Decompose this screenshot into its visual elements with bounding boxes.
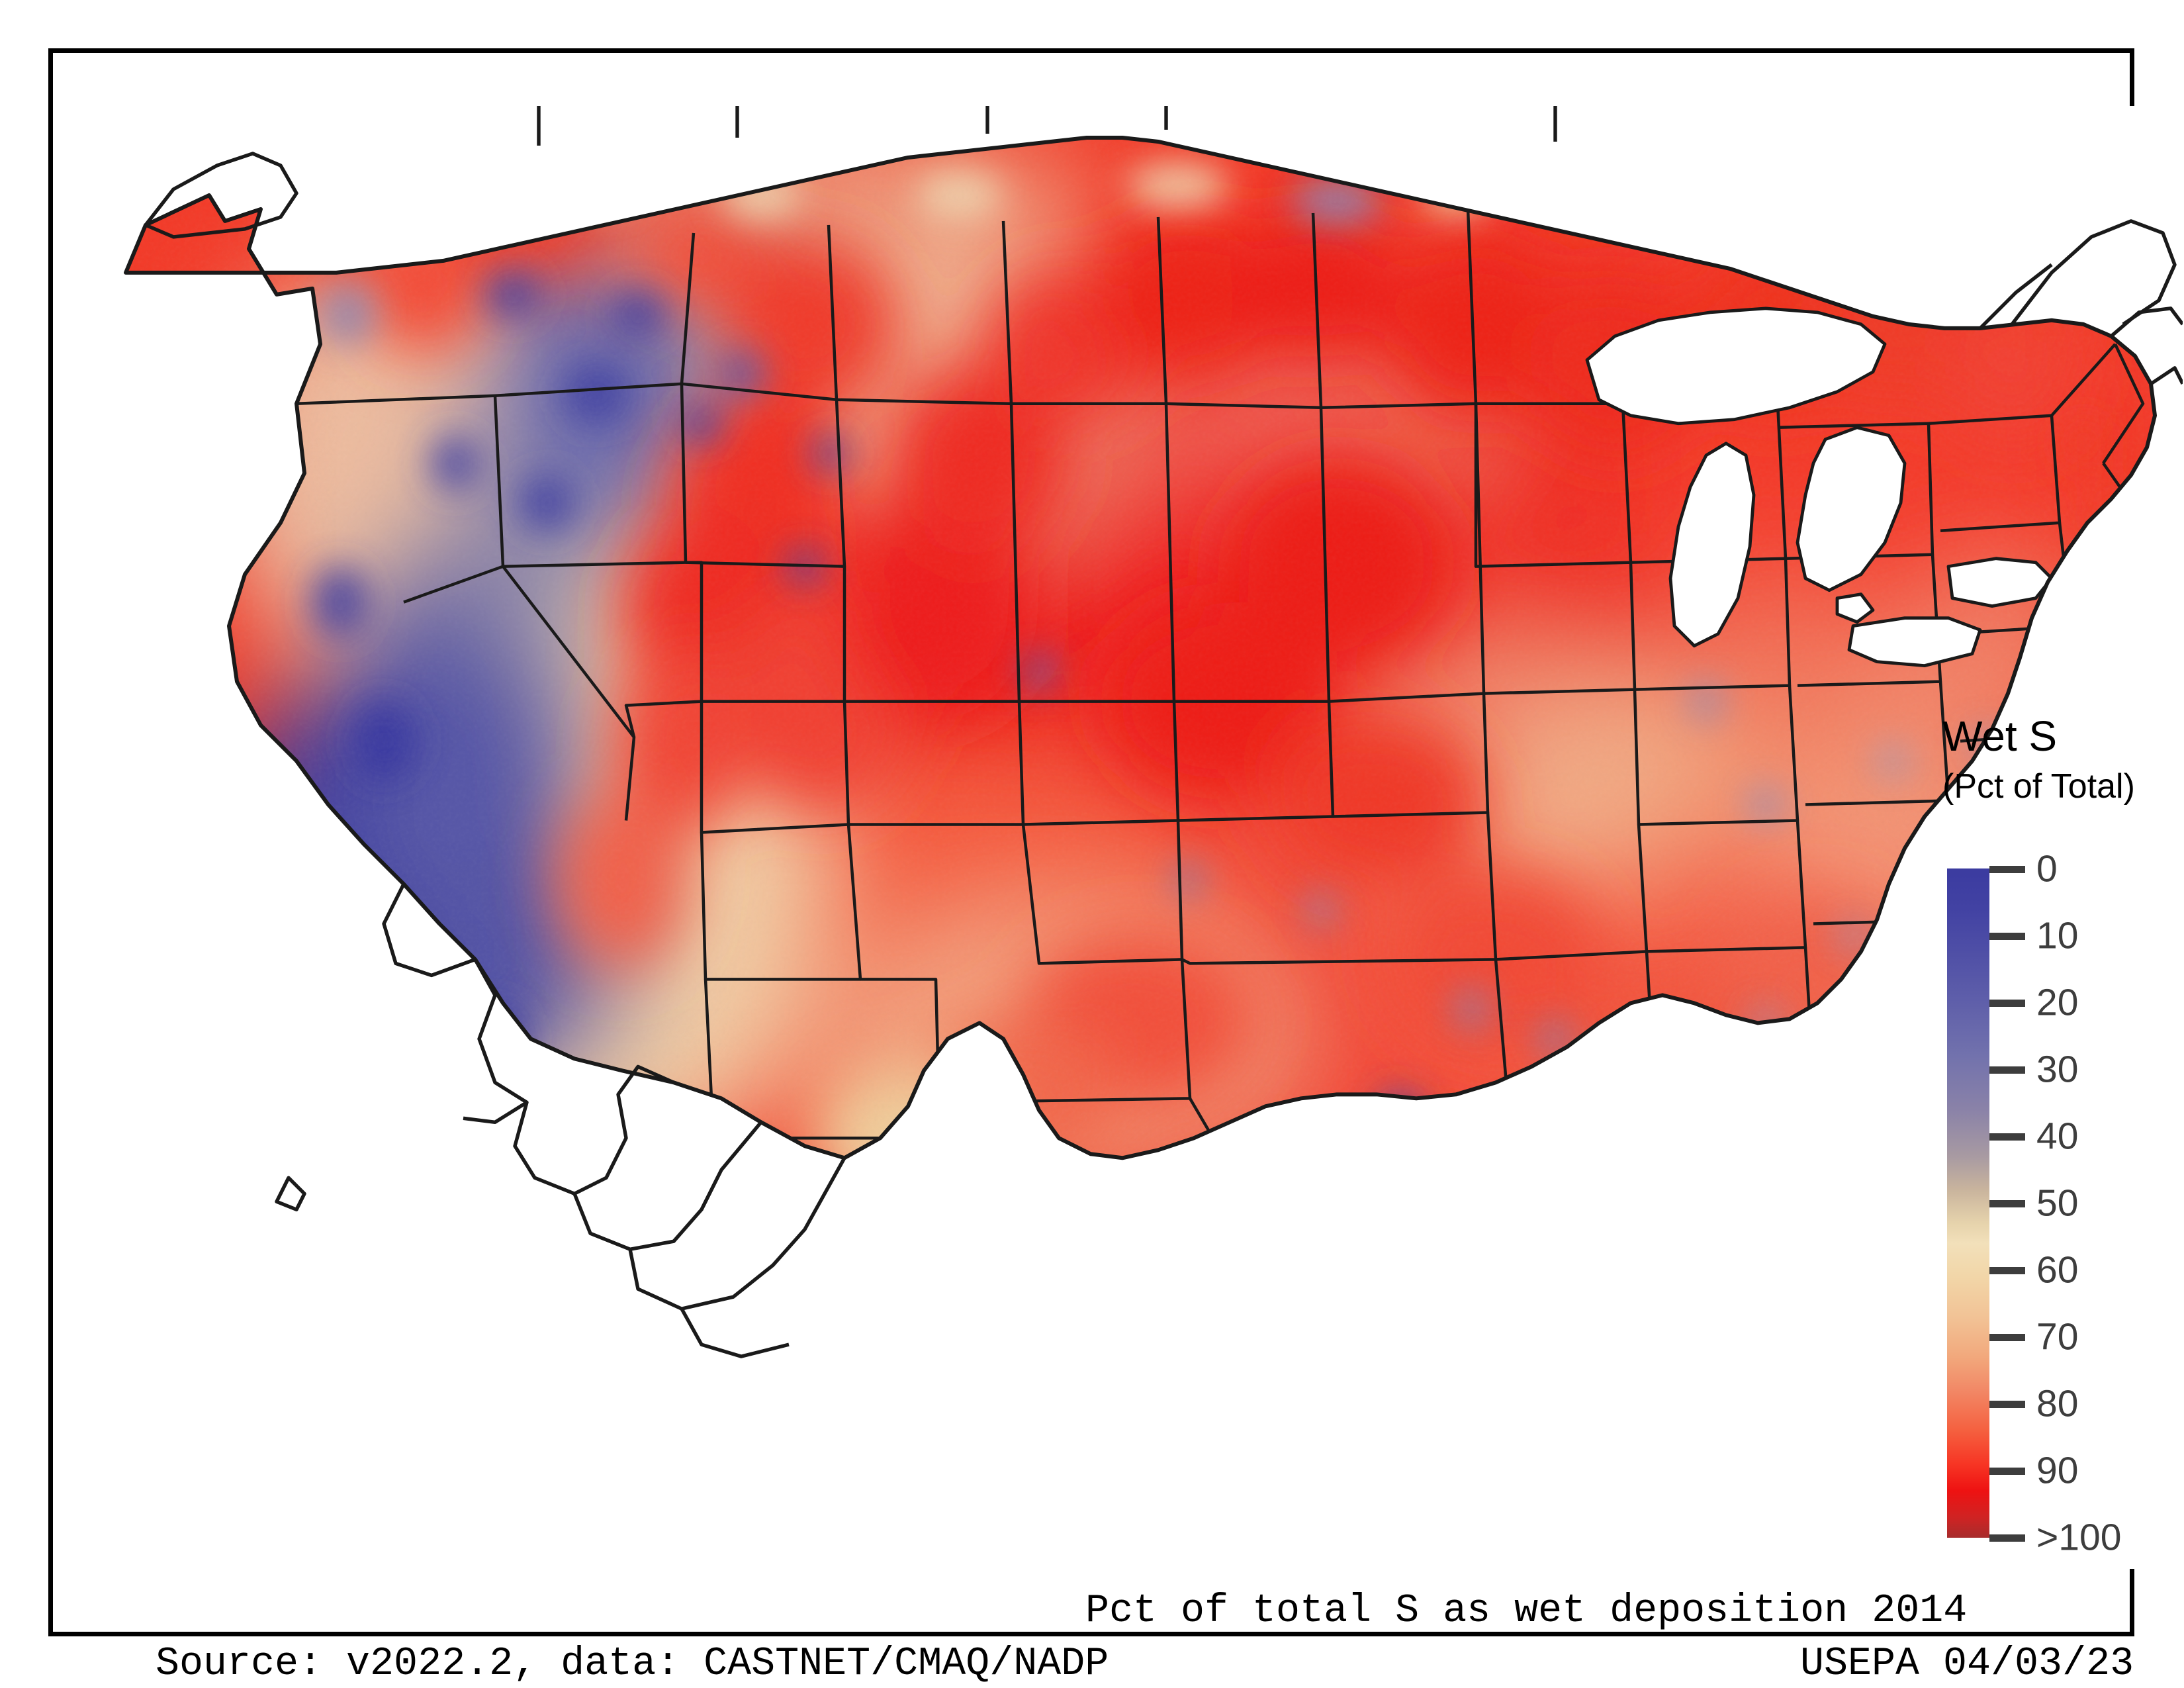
tick-label-30: 30	[2036, 1048, 2079, 1091]
great-lakes	[1585, 306, 2054, 668]
tick-label-60: 60	[2036, 1248, 2079, 1291]
us-coastline	[124, 135, 2157, 1160]
neighbor-country-outlines	[144, 106, 2183, 1358]
tick-label-50: 50	[2036, 1182, 2079, 1225]
colorbar-legend: Wet S (Pct of Total) 0 10 20	[1894, 715, 2179, 1562]
non-us-mask	[106, 106, 2183, 1569]
legend-subtitle: (Pct of Total)	[1942, 767, 2135, 806]
figure-frame: Wet S (Pct of Total) 0 10 20	[48, 48, 2183, 1687]
source-caption: Source: v2022.2, data: CASTNET/CMAQ/NADP	[156, 1642, 1109, 1687]
tick-60	[1989, 1267, 2025, 1274]
tick-10	[1989, 933, 2025, 940]
tick-100	[1989, 1534, 2025, 1542]
tick-label-90: 90	[2036, 1449, 2079, 1492]
tick-label-10: 10	[2036, 914, 2079, 957]
tick-label-100: >100	[2036, 1516, 2122, 1559]
tick-label-80: 80	[2036, 1382, 2079, 1425]
tick-label-40: 40	[2036, 1115, 2079, 1158]
credit-caption: USEPA 04/03/23	[1800, 1642, 2134, 1687]
colorbar: 0 10 20 30 40 50 60 70 80 90 >100	[1947, 850, 2121, 1556]
legend-title: Wet S	[1942, 712, 2058, 760]
map-canvas	[106, 106, 2183, 1569]
tick-0	[1989, 866, 2025, 873]
tick-label-20: 20	[2036, 981, 2079, 1024]
tick-20	[1989, 1000, 2025, 1007]
tick-label-0: 0	[2036, 847, 2058, 890]
us-deposition-map	[106, 106, 2183, 1569]
tick-30	[1989, 1066, 2025, 1074]
tick-90	[1989, 1468, 2025, 1475]
figure-caption: Pct of total S as wet deposition 2014	[1085, 1589, 1968, 1634]
tick-80	[1989, 1401, 2025, 1408]
tick-label-70: 70	[2036, 1315, 2079, 1358]
tick-40	[1989, 1133, 2025, 1141]
tick-50	[1989, 1200, 2025, 1207]
colorbar-gradient	[1947, 868, 1989, 1538]
tick-70	[1989, 1334, 2025, 1341]
